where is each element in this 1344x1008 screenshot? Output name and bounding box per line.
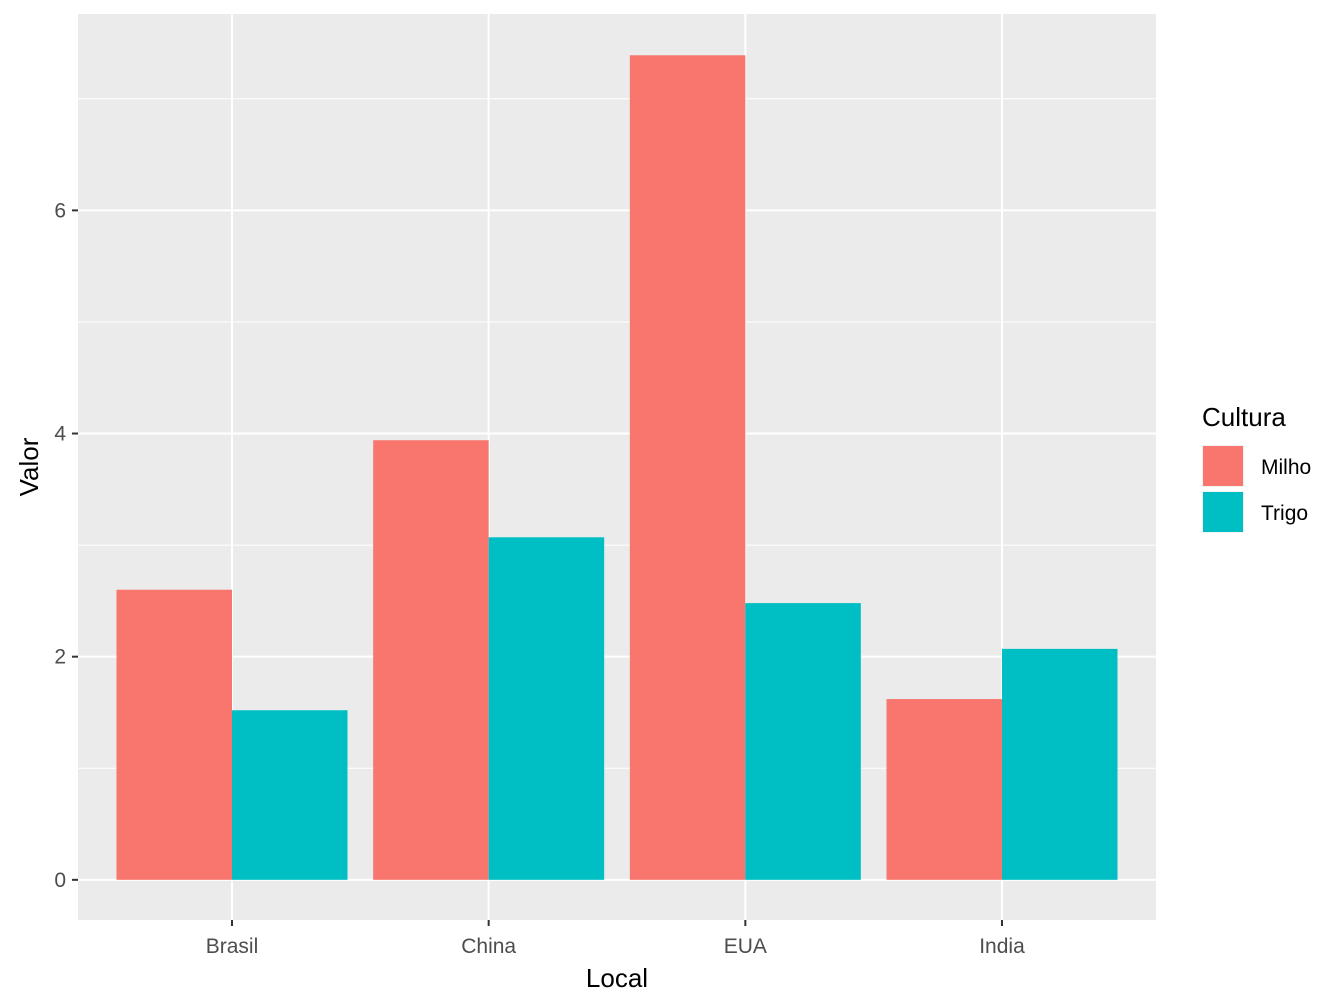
y-tick-label: 2 [54,646,66,669]
x-tick-label: Brasil [206,935,259,958]
bar-milho-india [886,699,1002,880]
y-axis-ticks: 0 2 4 6 [54,199,78,892]
bars [116,55,1118,880]
bar-trigo-brasil [232,710,348,880]
x-axis-title: Local [586,963,648,993]
x-axis-ticks: Brasil China EUA India [206,920,1025,958]
x-tick-label: EUA [724,935,767,958]
legend: Cultura Milho Trigo [1202,402,1311,533]
x-tick-label: India [979,935,1025,958]
y-tick-label: 6 [54,199,66,222]
bar-trigo-india [1002,648,1118,880]
bar-trigo-china [488,537,605,880]
bar-milho-china [373,440,489,880]
legend-key-trigo [1203,492,1243,532]
x-tick-label: China [461,935,516,958]
bar-milho-eua [629,55,746,880]
legend-label-milho: Milho [1261,456,1311,479]
legend-label-trigo: Trigo [1261,502,1308,525]
bar-trigo-eua [745,603,861,880]
legend-key-milho [1203,446,1243,486]
legend-title: Cultura [1202,402,1286,432]
y-tick-label: 0 [54,869,66,892]
y-tick-label: 4 [54,423,66,446]
y-axis-title: Valor [14,437,44,496]
bar-milho-brasil [116,589,232,880]
